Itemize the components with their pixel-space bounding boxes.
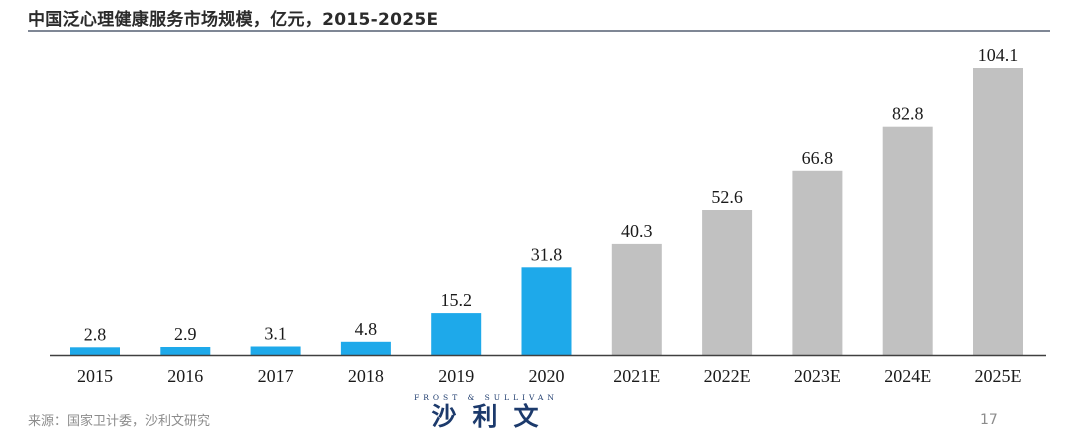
logo-chinese-text: 沙利文 <box>431 402 555 431</box>
bar-2017 <box>250 346 301 355</box>
value-label-2024E: 82.8 <box>892 104 924 124</box>
value-label-2020: 31.8 <box>531 244 563 264</box>
tick-label-2016: 2016 <box>167 366 203 386</box>
bar-2015 <box>70 347 120 355</box>
value-label-2022E: 52.6 <box>711 187 743 207</box>
tick-label-2017: 2017 <box>258 366 294 386</box>
title-underline <box>28 30 1050 32</box>
chart-title: 中国泛心理健康服务市场规模，亿元，2015-2025E <box>28 10 439 30</box>
value-label-2015: 2.8 <box>84 324 107 344</box>
bar-2023E <box>792 170 843 355</box>
bar-2021E <box>611 243 662 355</box>
tick-label-2019: 2019 <box>438 366 474 386</box>
bar-2019 <box>431 313 482 355</box>
tick-label-2023E: 2023E <box>794 366 841 386</box>
bar-2022E <box>702 210 753 355</box>
value-label-2023E: 66.8 <box>802 148 834 168</box>
bar-2024E <box>882 126 933 355</box>
bar-2016 <box>160 347 211 355</box>
bars-layer <box>70 68 1023 355</box>
bar-2025E <box>973 68 1023 355</box>
value-label-2025E: 104.1 <box>978 45 1019 65</box>
tick-label-2015: 2015 <box>77 366 113 386</box>
tick-labels-layer: 2015 2016 2017 2018 2019 2020 2021E 2022E 2023E 2… <box>77 366 1022 386</box>
value-label-2019: 15.2 <box>440 290 472 310</box>
bar-2020 <box>521 267 572 355</box>
page-number: 17 <box>980 412 998 428</box>
tick-label-2021E: 2021E <box>613 366 660 386</box>
source-note: 来源：国家卫计委，沙利文研究 <box>28 414 211 429</box>
tick-label-2022E: 2022E <box>704 366 751 386</box>
frost-sullivan-logo: FROST & SULLIVAN 沙利文 <box>406 393 566 432</box>
tick-label-2018: 2018 <box>348 366 384 386</box>
tick-label-2025E: 2025E <box>975 366 1022 386</box>
value-label-2018: 4.8 <box>355 319 378 339</box>
value-label-2017: 3.1 <box>264 324 287 344</box>
tick-label-2024E: 2024E <box>884 366 931 386</box>
value-label-2021E: 40.3 <box>621 221 653 241</box>
logo-english-text: FROST & SULLIVAN <box>414 393 558 402</box>
value-label-2016: 2.9 <box>174 324 197 344</box>
value-labels-layer: 2.8 2.9 3.1 4.8 15.2 31.8 40.3 52.6 66.8 82.8 104.… <box>84 45 1019 344</box>
tick-label-2020: 2020 <box>529 366 565 386</box>
bar-2018 <box>340 341 391 355</box>
